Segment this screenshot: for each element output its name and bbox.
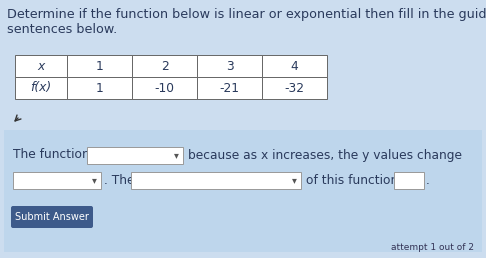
Text: . The: . The [104, 173, 135, 187]
Bar [67, 55, 132, 77]
Text: ▾: ▾ [292, 175, 296, 185]
FancyBboxPatch shape [11, 206, 93, 228]
Text: 4: 4 [291, 60, 298, 72]
Bar [262, 77, 327, 99]
Bar [15, 77, 67, 99]
Bar [262, 55, 327, 77]
Bar [4, 130, 482, 252]
Text: -21: -21 [220, 82, 240, 94]
Text: f(x): f(x) [31, 82, 52, 94]
Text: 1: 1 [96, 60, 104, 72]
Text: sentences below.: sentences below. [7, 23, 117, 36]
Text: -10: -10 [155, 82, 174, 94]
Text: x: x [37, 60, 45, 72]
Bar [67, 77, 132, 99]
Bar [394, 172, 424, 189]
Text: ▾: ▾ [174, 150, 178, 160]
Text: ▾: ▾ [91, 175, 96, 185]
Text: The function is: The function is [13, 149, 104, 162]
Bar [132, 77, 197, 99]
Text: 1: 1 [96, 82, 104, 94]
Bar [197, 55, 262, 77]
Bar [131, 172, 301, 189]
Bar [197, 77, 262, 99]
Bar [132, 55, 197, 77]
Text: Submit Answer: Submit Answer [15, 212, 89, 222]
Bar [87, 147, 183, 164]
Text: -32: -32 [284, 82, 305, 94]
Text: of this function is: of this function is [306, 173, 412, 187]
Text: .: . [426, 173, 430, 187]
Text: because as x increases, the y values change: because as x increases, the y values cha… [188, 149, 462, 162]
Text: 3: 3 [226, 60, 233, 72]
Text: attempt 1 out of 2: attempt 1 out of 2 [391, 243, 474, 252]
Bar [15, 55, 67, 77]
Text: 2: 2 [161, 60, 168, 72]
Bar [13, 172, 101, 189]
Text: Determine if the function below is linear or exponential then fill in the guided: Determine if the function below is linea… [7, 8, 486, 21]
